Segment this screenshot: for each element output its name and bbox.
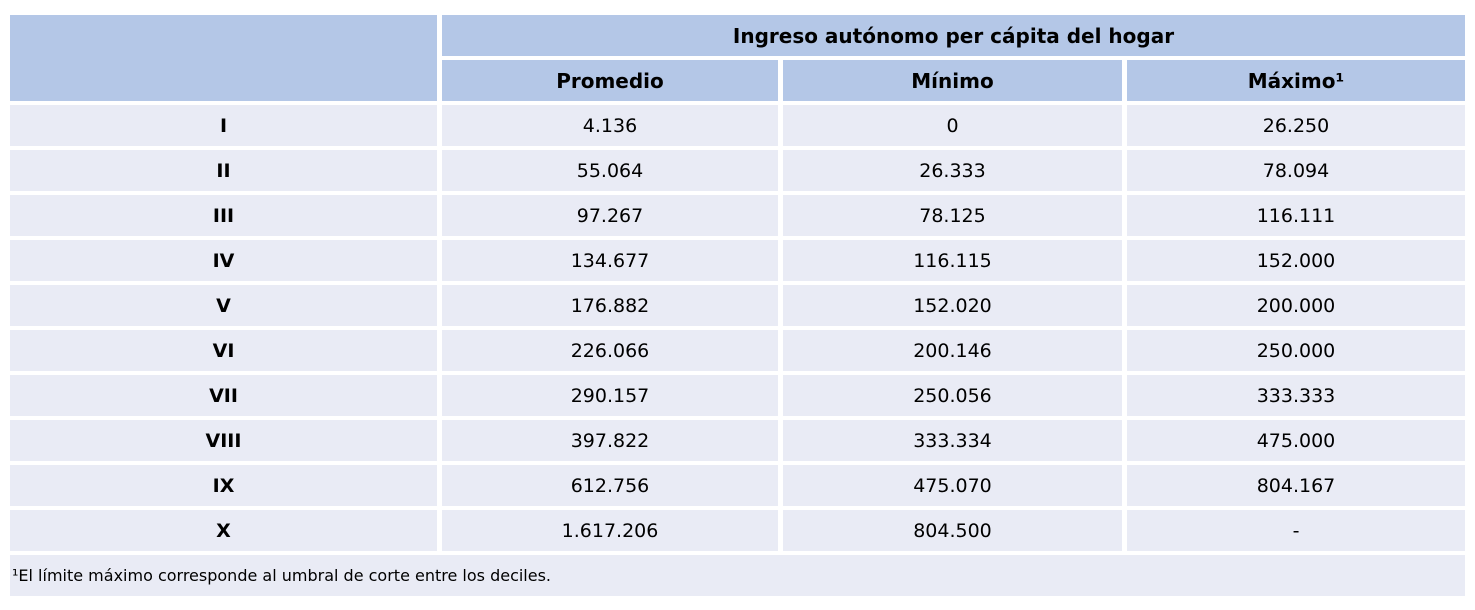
promedio-value: 290.157 (442, 375, 778, 416)
maximo-value: 152.000 (1127, 240, 1465, 281)
minimo-value: 0 (783, 105, 1122, 146)
promedio-value: 612.756 (442, 465, 778, 506)
decile-label: I (10, 105, 437, 146)
maximo-value: 804.167 (1127, 465, 1465, 506)
minimo-value: 152.020 (783, 285, 1122, 326)
maximo-value: 250.000 (1127, 330, 1465, 371)
promedio-value: 55.064 (442, 150, 778, 191)
footnote-row: ¹El límite máximo corresponde al umbral … (10, 555, 1465, 596)
maximo-value: 200.000 (1127, 285, 1465, 326)
promedio-value: 1.617.206 (442, 510, 778, 551)
decile-label: VII (10, 375, 437, 416)
maximo-value: 333.333 (1127, 375, 1465, 416)
minimo-value: 116.115 (783, 240, 1122, 281)
decile-label: III (10, 195, 437, 236)
promedio-value: 97.267 (442, 195, 778, 236)
maximo-value: 78.094 (1127, 150, 1465, 191)
table-row: VI 226.066 200.146 250.000 (10, 330, 1465, 371)
group-header: Ingreso autónomo per cápita del hogar (442, 15, 1465, 56)
header-row-columns: Promedio Mínimo Máximo¹ (10, 60, 1465, 101)
minimo-value: 333.334 (783, 420, 1122, 461)
maximo-value: 475.000 (1127, 420, 1465, 461)
table-row: II 55.064 26.333 78.094 (10, 150, 1465, 191)
promedio-value: 397.822 (442, 420, 778, 461)
table-row: VII 290.157 250.056 333.333 (10, 375, 1465, 416)
column-header-maximo: Máximo¹ (1127, 60, 1465, 101)
promedio-value: 134.677 (442, 240, 778, 281)
table-footnote: ¹El límite máximo corresponde al umbral … (10, 555, 1465, 596)
promedio-value: 4.136 (442, 105, 778, 146)
table-row: I 4.136 0 26.250 (10, 105, 1465, 146)
promedio-value: 226.066 (442, 330, 778, 371)
decile-label: II (10, 150, 437, 191)
maximo-value: 26.250 (1127, 105, 1465, 146)
corner-blank-cell (10, 15, 437, 101)
decile-label: X (10, 510, 437, 551)
decile-label: IX (10, 465, 437, 506)
column-header-promedio: Promedio (442, 60, 778, 101)
minimo-value: 804.500 (783, 510, 1122, 551)
table-row: III 97.267 78.125 116.111 (10, 195, 1465, 236)
maximo-value: - (1127, 510, 1465, 551)
column-header-minimo: Mínimo (783, 60, 1122, 101)
table-row: IX 612.756 475.070 804.167 (10, 465, 1465, 506)
decile-label: VIII (10, 420, 437, 461)
minimo-value: 250.056 (783, 375, 1122, 416)
minimo-value: 200.146 (783, 330, 1122, 371)
income-deciles-table: Ingreso autónomo per cápita del hogar Pr… (5, 11, 1470, 600)
header-row-group: Ingreso autónomo per cápita del hogar (10, 15, 1465, 101)
decile-label: V (10, 285, 437, 326)
minimo-value: 475.070 (783, 465, 1122, 506)
table-row: V 176.882 152.020 200.000 (10, 285, 1465, 326)
promedio-value: 176.882 (442, 285, 778, 326)
maximo-value: 116.111 (1127, 195, 1465, 236)
table-row: VIII 397.822 333.334 475.000 (10, 420, 1465, 461)
table-row: IV 134.677 116.115 152.000 (10, 240, 1465, 281)
decile-label: VI (10, 330, 437, 371)
decile-label: IV (10, 240, 437, 281)
minimo-value: 26.333 (783, 150, 1122, 191)
table-row: X 1.617.206 804.500 - (10, 510, 1465, 551)
minimo-value: 78.125 (783, 195, 1122, 236)
